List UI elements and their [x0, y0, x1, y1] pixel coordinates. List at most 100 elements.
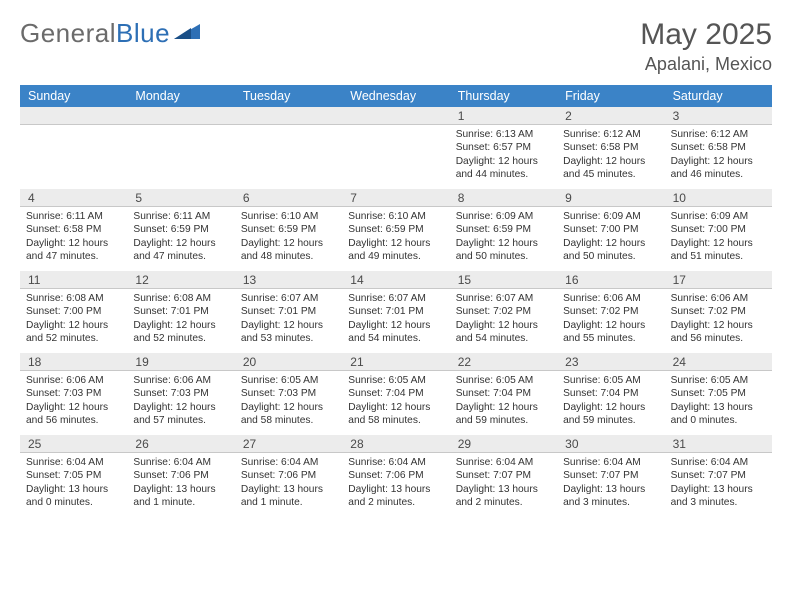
day-number: 15: [450, 271, 557, 289]
daylight-line: Daylight: 12 hours and 56 minutes.: [26, 401, 121, 428]
daylight-line: Daylight: 12 hours and 50 minutes.: [563, 237, 658, 264]
day-body: Sunrise: 6:05 AMSunset: 7:04 PMDaylight:…: [557, 371, 664, 434]
sunrise-line: Sunrise: 6:04 AM: [348, 456, 443, 469]
sunset-line: Sunset: 6:58 PM: [671, 141, 766, 154]
day-body: Sunrise: 6:07 AMSunset: 7:01 PMDaylight:…: [342, 289, 449, 352]
daylight-line: Daylight: 12 hours and 47 minutes.: [26, 237, 121, 264]
sunset-line: Sunset: 7:01 PM: [241, 305, 336, 318]
dow-cell: Sunday: [20, 85, 127, 107]
day-cell: [342, 107, 449, 189]
day-cell: [127, 107, 234, 189]
day-body: Sunrise: 6:04 AMSunset: 7:06 PMDaylight:…: [342, 453, 449, 516]
sunrise-line: Sunrise: 6:06 AM: [133, 374, 228, 387]
day-cell: 15 Sunrise: 6:07 AMSunset: 7:02 PMDayligh…: [450, 271, 557, 353]
day-cell: 24Sunrise: 6:05 AMSunset: 7:05 PMDayligh…: [665, 353, 772, 435]
sunrise-line: Sunrise: 6:07 AM: [348, 292, 443, 305]
dow-cell: Monday: [127, 85, 234, 107]
day-number-empty: [342, 107, 449, 125]
sunset-line: Sunset: 7:07 PM: [671, 469, 766, 482]
day-number: 18: [20, 353, 127, 371]
daylight-line: Daylight: 13 hours and 0 minutes.: [671, 401, 766, 428]
sunset-line: Sunset: 7:00 PM: [26, 305, 121, 318]
day-body: Sunrise: 6:12 AMSunset: 6:58 PMDaylight:…: [665, 125, 772, 188]
day-cell: 3Sunrise: 6:12 AMSunset: 6:58 PMDaylight…: [665, 107, 772, 189]
day-number: 14: [342, 271, 449, 289]
day-number-empty: [20, 107, 127, 125]
day-number: 29: [450, 435, 557, 453]
day-cell: 8Sunrise: 6:09 AMSunset: 6:59 PMDaylight…: [450, 189, 557, 271]
day-cell: 29Sunrise: 6:04 AMSunset: 7:07 PMDayligh…: [450, 435, 557, 517]
day-number: 12: [127, 271, 234, 289]
sunrise-line: Sunrise: 6:10 AM: [241, 210, 336, 223]
day-body: Sunrise: 6:05 AMSunset: 7:03 PMDaylight:…: [235, 371, 342, 434]
sunrise-line: Sunrise: 6:04 AM: [671, 456, 766, 469]
day-body: Sunrise: 6:09 AMSunset: 7:00 PMDaylight:…: [557, 207, 664, 270]
day-body: Sunrise: 6:04 AMSunset: 7:07 PMDaylight:…: [665, 453, 772, 516]
day-body: Sunrise: 6:04 AMSunset: 7:07 PMDaylight:…: [557, 453, 664, 516]
sunrise-line: Sunrise: 6:05 AM: [456, 374, 551, 387]
week-row: 11Sunrise: 6:08 AMSunset: 7:00 PMDayligh…: [20, 271, 772, 353]
sunset-line: Sunset: 7:02 PM: [671, 305, 766, 318]
sunrise-line: Sunrise: 6:04 AM: [26, 456, 121, 469]
day-number: 7: [342, 189, 449, 207]
sunset-line: Sunset: 7:07 PM: [456, 469, 551, 482]
sunset-line: Sunset: 7:06 PM: [133, 469, 228, 482]
daylight-line: Daylight: 12 hours and 52 minutes.: [133, 319, 228, 346]
day-number: 2: [557, 107, 664, 125]
week-row: 25Sunrise: 6:04 AMSunset: 7:05 PMDayligh…: [20, 435, 772, 517]
day-cell: 20Sunrise: 6:05 AMSunset: 7:03 PMDayligh…: [235, 353, 342, 435]
sunset-line: Sunset: 7:06 PM: [348, 469, 443, 482]
day-number: 16: [557, 271, 664, 289]
daylight-line: Daylight: 12 hours and 54 minutes.: [456, 319, 551, 346]
week-row: 4Sunrise: 6:11 AMSunset: 6:58 PMDaylight…: [20, 189, 772, 271]
sunrise-line: Sunrise: 6:04 AM: [563, 456, 658, 469]
logo-triangle-icon: [174, 23, 200, 41]
daylight-line: Daylight: 12 hours and 57 minutes.: [133, 401, 228, 428]
daylight-line: Daylight: 13 hours and 0 minutes.: [26, 483, 121, 510]
day-cell: 23Sunrise: 6:05 AMSunset: 7:04 PMDayligh…: [557, 353, 664, 435]
day-number: 11: [20, 271, 127, 289]
day-body: Sunrise: 6:06 AMSunset: 7:02 PMDaylight:…: [665, 289, 772, 352]
day-body: Sunrise: 6:13 AMSunset: 6:57 PMDaylight:…: [450, 125, 557, 188]
day-cell: 21Sunrise: 6:05 AMSunset: 7:04 PMDayligh…: [342, 353, 449, 435]
sunset-line: Sunset: 6:59 PM: [456, 223, 551, 236]
sunrise-line: Sunrise: 6:05 AM: [563, 374, 658, 387]
day-cell: 28Sunrise: 6:04 AMSunset: 7:06 PMDayligh…: [342, 435, 449, 517]
sunrise-line: Sunrise: 6:04 AM: [241, 456, 336, 469]
day-number: 25: [20, 435, 127, 453]
sunset-line: Sunset: 7:00 PM: [563, 223, 658, 236]
day-body: Sunrise: 6:06 AMSunset: 7:03 PMDaylight:…: [127, 371, 234, 434]
header: GeneralBlue May 2025 Apalani, Mexico: [20, 18, 772, 75]
day-number: 13: [235, 271, 342, 289]
calendar-grid: SundayMondayTuesdayWednesdayThursdayFrid…: [20, 85, 772, 517]
day-cell: 10Sunrise: 6:09 AMSunset: 7:00 PMDayligh…: [665, 189, 772, 271]
day-number: 10: [665, 189, 772, 207]
weeks-container: 1Sunrise: 6:13 AMSunset: 6:57 PMDaylight…: [20, 107, 772, 517]
sunrise-line: Sunrise: 6:06 AM: [26, 374, 121, 387]
daylight-line: Daylight: 12 hours and 44 minutes.: [456, 155, 551, 182]
sunset-line: Sunset: 7:01 PM: [133, 305, 228, 318]
logo-text-blue: Blue: [116, 18, 170, 48]
day-number: 31: [665, 435, 772, 453]
sunset-line: Sunset: 7:01 PM: [348, 305, 443, 318]
sunset-line: Sunset: 6:58 PM: [563, 141, 658, 154]
day-number: 6: [235, 189, 342, 207]
day-cell: 13Sunrise: 6:07 AMSunset: 7:01 PMDayligh…: [235, 271, 342, 353]
day-body: Sunrise: 6:06 AMSunset: 7:03 PMDaylight:…: [20, 371, 127, 434]
day-number: 24: [665, 353, 772, 371]
day-number: 22: [450, 353, 557, 371]
sunrise-line: Sunrise: 6:04 AM: [133, 456, 228, 469]
sunrise-line: Sunrise: 6:11 AM: [133, 210, 228, 223]
sunset-line: Sunset: 7:06 PM: [241, 469, 336, 482]
day-cell: 7Sunrise: 6:10 AMSunset: 6:59 PMDaylight…: [342, 189, 449, 271]
daylight-line: Daylight: 12 hours and 59 minutes.: [456, 401, 551, 428]
day-body: Sunrise: 6:10 AMSunset: 6:59 PMDaylight:…: [342, 207, 449, 270]
day-body: Sunrise: 6:11 AMSunset: 6:58 PMDaylight:…: [20, 207, 127, 270]
day-number-empty: [235, 107, 342, 125]
sunset-line: Sunset: 7:02 PM: [456, 305, 551, 318]
sunrise-line: Sunrise: 6:07 AM: [456, 292, 551, 305]
day-cell: 9Sunrise: 6:09 AMSunset: 7:00 PMDaylight…: [557, 189, 664, 271]
sunset-line: Sunset: 7:04 PM: [563, 387, 658, 400]
dow-cell: Saturday: [665, 85, 772, 107]
sunset-line: Sunset: 6:59 PM: [241, 223, 336, 236]
